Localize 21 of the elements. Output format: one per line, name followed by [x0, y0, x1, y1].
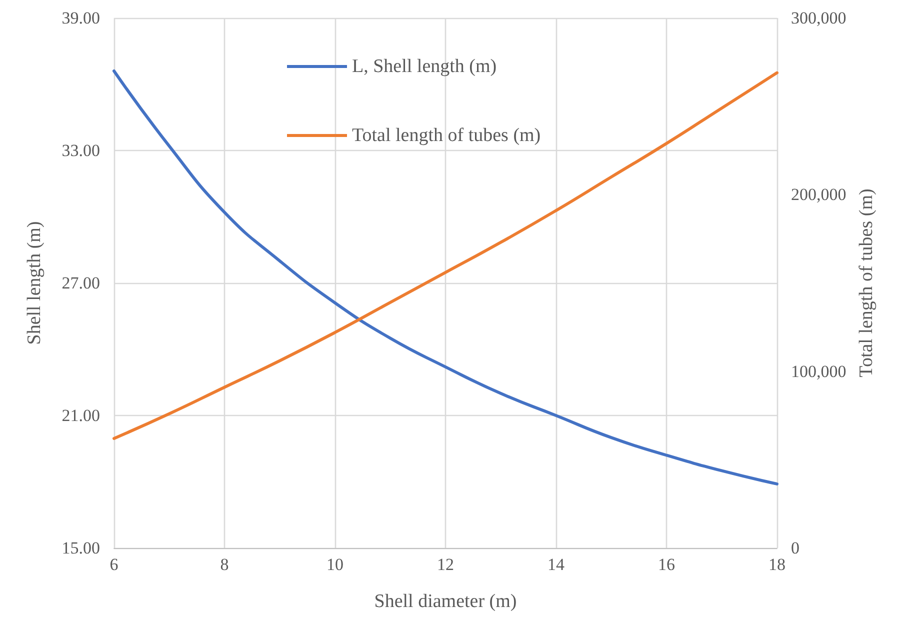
x-tick-label: 8: [220, 555, 229, 574]
y2-tick-label: 200,000: [791, 185, 846, 204]
y-tick-label: 33.00: [62, 141, 100, 160]
y-tick-label: 21.00: [62, 406, 100, 425]
y2-axis-title: Total length of tubes (m): [856, 188, 878, 378]
x-tick-label: 6: [110, 555, 118, 574]
y-axis-title: Shell length (m): [24, 221, 45, 345]
y-tick-label: 39.00: [62, 8, 100, 28]
x-tick-label: 14: [548, 555, 565, 574]
x-axis-title: Shell diameter (m): [374, 591, 517, 612]
legend-label: L, Shell length (m): [352, 56, 497, 77]
legend-label: Total length of tubes (m): [352, 125, 541, 146]
y-tick-label: 15.00: [62, 538, 100, 558]
x-tick-label: 10: [326, 555, 344, 574]
x-tick-label: 16: [658, 555, 675, 574]
x-tick-label: 18: [768, 555, 786, 574]
y2-tick-label: 300,000: [791, 8, 846, 28]
y2-tick-label: 100,000: [791, 362, 846, 381]
x-tick-label: 12: [437, 555, 454, 574]
y-tick-label: 27.00: [62, 274, 100, 292]
y2-tick-label: 0: [791, 538, 800, 558]
